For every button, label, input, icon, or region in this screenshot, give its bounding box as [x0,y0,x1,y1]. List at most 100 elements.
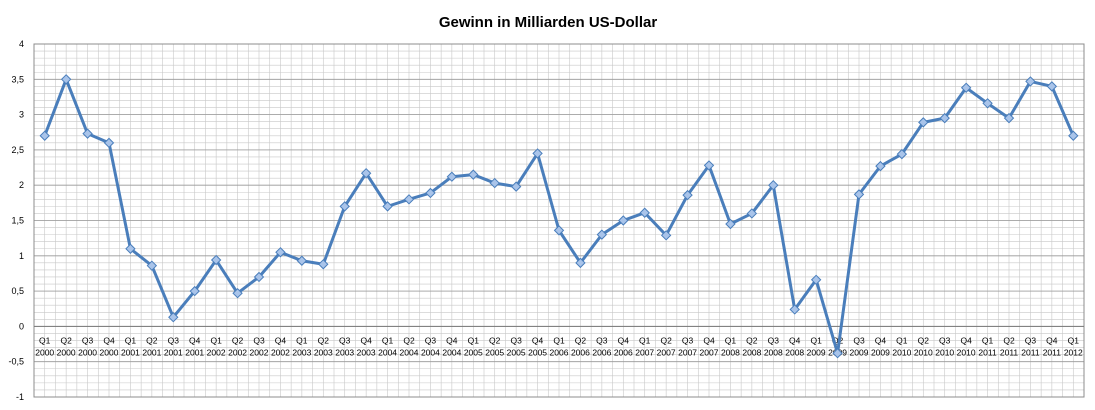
x-tick-label-year: 2009 [807,347,826,357]
data-point-marker [253,271,265,283]
x-tick-label-year: 2000 [35,347,54,357]
x-tick-label-quarter: Q3 [1025,335,1037,345]
x-tick-label-year: 2004 [400,347,419,357]
x-tick-label-quarter: Q4 [446,335,458,345]
x-tick-label-year: 2005 [464,347,483,357]
x-tick-label-quarter: Q4 [189,335,201,345]
x-tick-label-year: 2003 [357,347,376,357]
data-point-marker [875,160,886,172]
x-tick-label-year: 2001 [164,347,183,357]
plot-frame [33,43,1085,398]
x-tick-label-year: 2002 [271,347,290,357]
x-tick-label-quarter: Q3 [682,335,694,345]
data-point-marker [960,82,972,93]
y-tick-label: 1,5 [11,216,24,226]
x-tick-label-quarter: Q3 [853,335,865,345]
x-tick-label-year: 2008 [785,347,804,357]
data-point-marker [60,74,72,85]
data-point-marker [275,247,286,258]
x-tick-label-quarter: Q2 [232,335,244,345]
x-tick-label-quarter: Q1 [39,335,51,345]
x-tick-label-quarter: Q3 [510,335,522,345]
data-point-marker [832,348,843,359]
x-tick-label-year: 2002 [228,347,247,357]
x-tick-label-year: 2002 [250,347,269,357]
x-tick-label-quarter: Q2 [403,335,415,345]
data-point-marker [82,128,93,139]
y-tick-label: -1 [16,392,24,402]
x-tick-label-quarter: Q1 [725,335,737,345]
x-tick-label-year: 2011 [1043,347,1062,357]
x-tick-label-quarter: Q4 [103,335,115,345]
y-tick-label: 2,5 [11,145,24,155]
x-axis: Q1 2000 Q2 2000 Q3 2000 Q4 2000 Q1 2001 Q2 2001 Q3 20… [35,335,1083,357]
x-tick-label-quarter: Q1 [553,335,565,345]
data-point-marker [1003,112,1015,124]
x-tick-label-year: 2010 [914,347,933,357]
data-point-marker [553,225,565,236]
x-tick-label-year: 2012 [1064,347,1083,357]
x-tick-label-quarter: Q2 [60,335,72,345]
data-point-marker [789,304,800,315]
x-tick-label-quarter: Q4 [789,335,801,345]
x-tick-label-quarter: Q1 [639,335,651,345]
x-tick-label-year: 2001 [121,347,140,357]
x-tick-label-year: 2006 [550,347,569,357]
data-point-marker [639,207,650,218]
data-point-marker [725,218,736,230]
x-tick-label-year: 2007 [635,347,654,357]
y-tick-label: 0 [19,321,24,331]
x-tick-label-year: 2009 [850,347,869,357]
data-point-marker [918,117,929,128]
x-tick-label-quarter: Q2 [918,335,930,345]
data-point-marker [468,169,479,180]
data-point-marker [382,201,393,212]
x-tick-label-year: 2002 [207,347,226,357]
data-point-marker [939,112,950,124]
x-tick-label-year: 2000 [100,347,119,357]
x-tick-label-year: 2009 [871,347,890,357]
x-tick-label-quarter: Q1 [896,335,908,345]
data-point-marker [103,137,115,149]
x-tick-label-year: 2006 [592,347,611,357]
data-point-marker [189,285,200,297]
x-tick-label-year: 2007 [678,347,697,357]
x-tick-label-year: 2011 [1000,347,1019,357]
y-tick-label: 3,5 [11,74,24,84]
data-point-marker [446,171,458,182]
x-tick-label-quarter: Q3 [253,335,265,345]
data-point-marker [810,274,822,286]
x-tick-label-year: 2001 [185,347,204,357]
x-tick-label-quarter: Q3 [339,335,351,345]
data-point-marker [210,254,222,266]
x-tick-label-quarter: Q2 [660,335,672,345]
x-tick-label-year: 2004 [442,347,461,357]
data-point-marker [39,130,50,141]
x-tick-label-quarter: Q3 [596,335,608,345]
x-tick-label-year: 2008 [764,347,783,357]
x-tick-label-quarter: Q2 [746,335,758,345]
x-tick-label-quarter: Q1 [468,335,480,345]
x-tick-label-year: 2010 [892,347,911,357]
y-tick-label: -0,5 [8,357,24,367]
x-tick-label-quarter: Q4 [360,335,372,345]
x-tick-label-year: 2006 [571,347,590,357]
data-point-marker [296,255,308,266]
x-tick-label-quarter: Q4 [275,335,287,345]
data-point-marker [425,187,436,199]
x-tick-label-quarter: Q1 [982,335,994,345]
x-tick-label-year: 2003 [314,347,333,357]
y-axis: 4 3,5 3 2,5 2 1,5 1 0,5 0 -0,5 -1 [8,39,24,402]
data-point-marker [360,167,372,179]
x-tick-label-year: 2006 [614,347,633,357]
data-point-marker [532,148,543,159]
x-tick-label-quarter: Q2 [1003,335,1015,345]
x-tick-label-quarter: Q4 [875,335,887,345]
x-tick-label-quarter: Q4 [532,335,544,345]
data-point-marker [489,177,500,189]
x-tick-label-quarter: Q3 [425,335,437,345]
x-tick-label-year: 2008 [721,347,740,357]
data-point-marker [746,208,758,219]
